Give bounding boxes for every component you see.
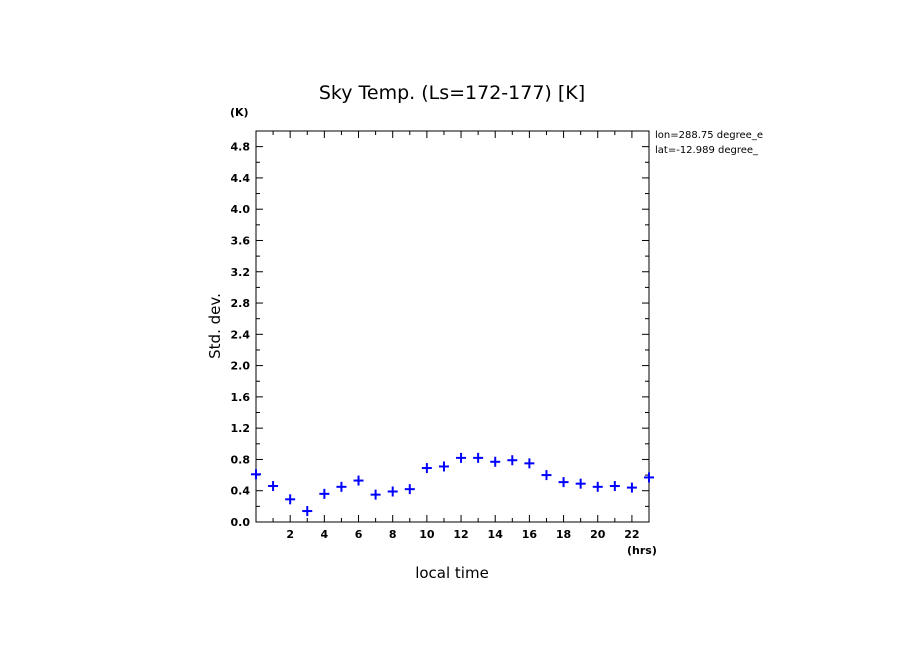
data-point [575,478,586,489]
data-point [353,475,364,486]
data-point [541,470,552,481]
data-point [319,488,330,499]
x-tick-label: 4 [321,528,329,541]
y-tick-label: 1.2 [231,422,251,435]
y-tick-label: 4.4 [231,172,251,185]
y-tick-label: 0.0 [231,516,251,529]
x-tick-label: 22 [624,528,639,541]
data-point [268,481,279,492]
x-tick-label: 16 [522,528,538,541]
x-axis-label: local time [415,564,489,582]
y-tick-label: 4.8 [231,141,251,154]
x-tick-label: 12 [453,528,468,541]
data-point [456,452,467,463]
data-point [421,463,432,474]
y-tick-label: 1.6 [231,391,251,404]
data-point [592,481,603,492]
annotation-lat: lat=-12.989 degree_ [655,145,759,156]
x-tick-label: 6 [355,528,363,541]
x-tick-label: 2 [286,528,294,541]
x-tick-label: 8 [389,528,397,541]
y-tick-label: 3.6 [231,234,251,247]
data-point [336,481,347,492]
data-point [609,481,620,492]
y-tick-label: 2.4 [231,328,251,341]
y-tick-label: 0.4 [231,485,251,498]
data-point [438,461,449,472]
x-tick-label: 10 [419,528,435,541]
y-axis-label: Std. dev. [206,293,224,359]
data-point [404,484,415,495]
y-tick-label: 2.8 [231,297,251,310]
x-tick-label: 20 [590,528,606,541]
y-tick-label: 3.2 [231,266,251,279]
data-point [524,458,535,469]
data-point [644,472,654,483]
data-point [302,506,313,517]
data-point [558,477,569,488]
y-unit-label: (K) [230,106,249,119]
x-tick-label: 14 [488,528,504,541]
y-tick-label: 4.0 [231,203,251,216]
data-point [370,489,381,500]
data-point [626,482,637,493]
annotation-lon: lon=288.75 degree_e [655,130,763,141]
y-tick-label: 0.8 [231,453,251,466]
x-unit-label: (hrs) [627,544,657,557]
data-point [507,455,518,466]
chart-title: Sky Temp. (Ls=172-177) [K] [319,82,585,104]
data-point [473,452,484,463]
data-point [285,494,296,505]
x-tick-label: 18 [556,528,571,541]
data-point [251,469,261,480]
plot-frame [255,130,650,523]
y-tick-label: 2.0 [231,360,251,373]
data-point [387,486,398,497]
data-point [490,456,501,467]
